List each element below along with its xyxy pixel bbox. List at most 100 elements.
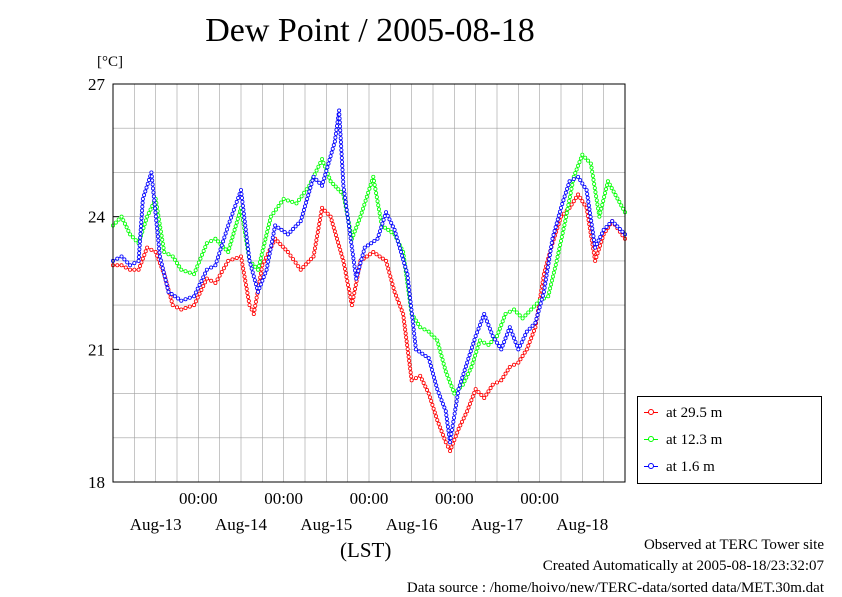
data-point-marker: [543, 281, 548, 286]
data-point-marker: [429, 399, 434, 404]
data-point-marker: [132, 261, 137, 266]
data-point: [273, 223, 278, 228]
data-point-marker: [552, 229, 557, 234]
data-point-marker: [373, 187, 378, 192]
data-point-marker: [562, 223, 567, 228]
data-point: [516, 360, 521, 365]
data-point-marker: [450, 387, 455, 392]
data-point-marker: [138, 224, 143, 229]
data-point-marker: [361, 206, 366, 211]
data-point-marker: [160, 241, 165, 246]
data-point-marker: [403, 264, 408, 269]
data-point-marker: [483, 315, 488, 320]
data-point-marker: [549, 282, 554, 287]
data-point-marker: [440, 432, 445, 437]
data-point-marker: [318, 160, 323, 165]
data-point-marker: [282, 230, 287, 235]
data-point-marker: [346, 287, 351, 292]
data-point-marker: [116, 217, 121, 222]
data-point-marker: [317, 217, 322, 222]
data-point: [128, 263, 133, 268]
data-point-marker: [230, 257, 235, 262]
data-point-marker: [580, 199, 585, 204]
data-point-marker: [278, 242, 283, 247]
data-point-marker: [485, 319, 490, 324]
data-point-marker: [270, 239, 275, 244]
data-point: [149, 170, 154, 175]
data-point-marker: [195, 286, 200, 291]
data-point-marker: [590, 173, 595, 178]
data-point-marker: [217, 273, 222, 278]
data-point-marker: [407, 358, 412, 363]
data-point-marker: [432, 375, 437, 380]
data-point-marker: [619, 203, 624, 208]
data-point-marker: [548, 286, 553, 291]
data-point-marker: [261, 275, 266, 280]
data-point-marker: [161, 270, 166, 275]
data-point-marker: [422, 327, 427, 332]
data-point-marker: [397, 246, 402, 251]
data-point-marker: [273, 207, 278, 212]
data-point-marker: [408, 295, 413, 300]
data-point-marker: [140, 200, 145, 205]
data-point-marker: [165, 285, 170, 290]
data-point-marker: [316, 164, 321, 169]
data-point-marker: [387, 270, 392, 275]
data-point-marker: [196, 260, 201, 265]
data-point: [247, 303, 252, 308]
data-point-marker: [266, 259, 271, 264]
data-point-marker: [393, 231, 398, 236]
data-point: [490, 382, 495, 387]
data-point-marker: [183, 269, 188, 274]
data-point-marker: [260, 278, 265, 283]
data-point-marker: [125, 260, 130, 265]
data-point-marker: [234, 199, 239, 204]
data-point-marker: [437, 346, 442, 351]
plot-frame: [112, 83, 626, 483]
data-point-marker: [441, 361, 446, 366]
data-point-marker: [172, 257, 177, 262]
legend: at 29.5 m at 12.3 m at 1.6 m: [637, 396, 822, 484]
data-point-marker: [314, 238, 319, 243]
data-point-marker: [355, 222, 360, 227]
data-point: [443, 369, 448, 374]
data-point-marker: [442, 436, 447, 441]
data-point-marker: [257, 260, 262, 265]
data-point-marker: [585, 195, 590, 200]
data-point-marker: [465, 372, 470, 377]
data-point-marker: [338, 124, 343, 129]
legend-swatch-red: [644, 408, 658, 418]
data-point-marker: [330, 222, 335, 227]
data-point-marker: [504, 332, 509, 337]
x-date-label: Aug-15: [300, 515, 352, 534]
legend-swatch-blue: [644, 462, 658, 472]
data-point-marker: [428, 363, 433, 368]
data-point-marker: [357, 218, 362, 223]
data-point-marker: [310, 178, 315, 183]
data-point: [443, 409, 448, 414]
data-point-marker: [413, 318, 418, 323]
data-point: [418, 325, 423, 330]
data-point-marker: [594, 255, 599, 260]
data-point: [136, 267, 141, 272]
data-point-marker: [609, 186, 614, 191]
data-point-marker: [187, 270, 192, 275]
data-point-marker: [291, 257, 296, 262]
data-point-marker: [547, 290, 552, 295]
data-point-marker: [494, 380, 499, 385]
data-point-marker: [251, 274, 256, 279]
data-point: [524, 347, 529, 352]
data-point-marker: [303, 262, 308, 267]
data-point: [213, 236, 218, 241]
data-point-marker: [617, 227, 622, 232]
data-point-marker: [241, 270, 246, 275]
data-point: [533, 320, 538, 325]
data-point-marker: [351, 233, 356, 238]
data-point-marker: [386, 266, 391, 271]
data-point-marker: [385, 262, 390, 267]
data-point-marker: [305, 196, 310, 201]
data-point-marker: [374, 195, 379, 200]
data-point-marker: [594, 198, 599, 203]
data-point: [119, 254, 124, 259]
data-point: [563, 219, 568, 224]
